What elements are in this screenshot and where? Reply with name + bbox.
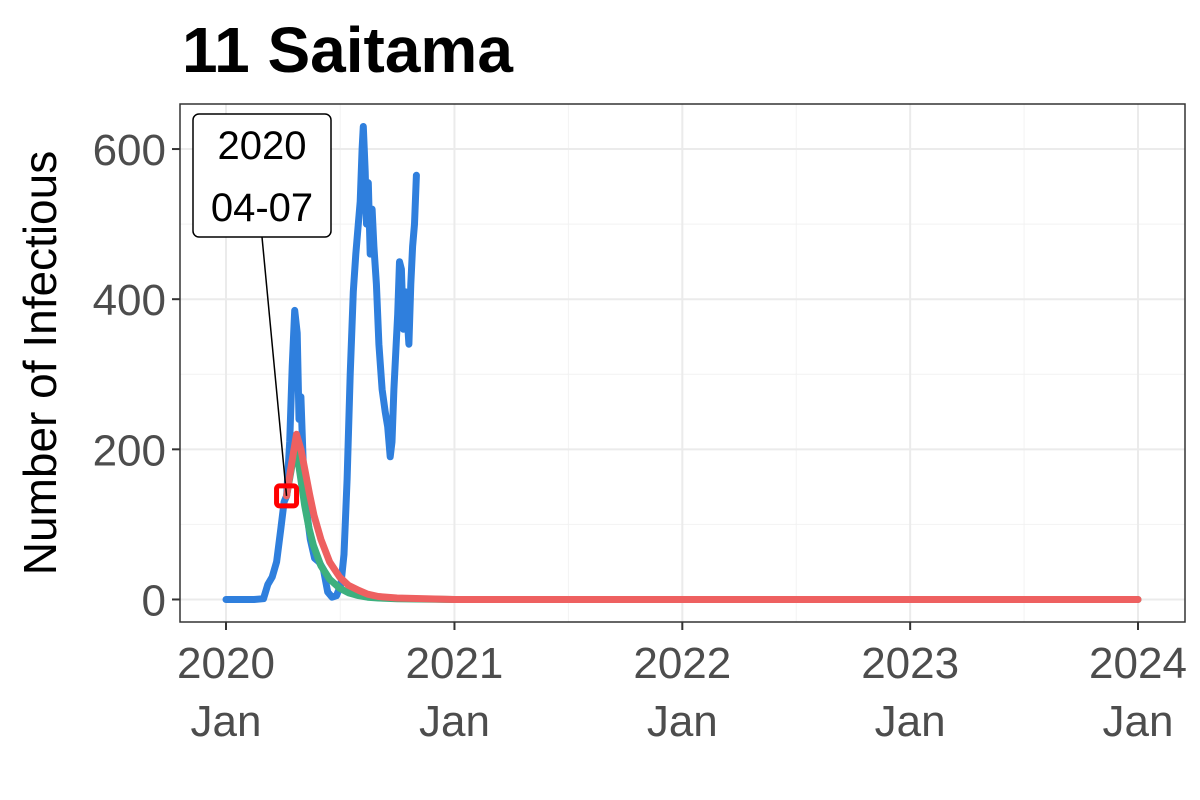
y-tick-label: 400 bbox=[93, 276, 166, 325]
y-tick-label: 0 bbox=[142, 576, 166, 625]
annotation-label-year: 2020 bbox=[218, 124, 307, 168]
x-tick-label-year: 2021 bbox=[406, 639, 504, 688]
annotation-marker bbox=[274, 483, 300, 509]
x-tick-label-month: Jan bbox=[191, 697, 262, 746]
series-line bbox=[222, 123, 420, 603]
x-tick-label-year: 2022 bbox=[633, 639, 731, 688]
x-tick-label-month: Jan bbox=[647, 697, 718, 746]
y-tick-label: 200 bbox=[93, 426, 166, 475]
x-tick-label-month: Jan bbox=[419, 697, 490, 746]
y-tick-label: 600 bbox=[93, 126, 166, 175]
series-line bbox=[283, 430, 1142, 603]
date-annotation: 2020 04-07 bbox=[192, 113, 332, 509]
x-tick-label-month: Jan bbox=[1103, 697, 1174, 746]
x-tick-label-year: 2024 bbox=[1089, 639, 1187, 688]
annotation-leader-line bbox=[261, 236, 288, 496]
plot-panel: 2020 04-07 bbox=[179, 103, 1186, 623]
series-lines bbox=[222, 123, 1142, 603]
x-tick-label-month: Jan bbox=[875, 697, 946, 746]
axes: 0 200 400 600 2020 Jan 2021 Jan 2022 Jan 2023 Jan 20… bbox=[93, 126, 1187, 746]
chart-title: 11 Saitama bbox=[182, 14, 513, 86]
y-axis-label: Number of Infectious bbox=[14, 151, 66, 575]
x-tick-label-year: 2020 bbox=[177, 639, 275, 688]
x-tick-label-year: 2023 bbox=[861, 639, 959, 688]
annotation-label-date: 04-07 bbox=[211, 186, 313, 230]
annotation-box bbox=[192, 113, 332, 238]
